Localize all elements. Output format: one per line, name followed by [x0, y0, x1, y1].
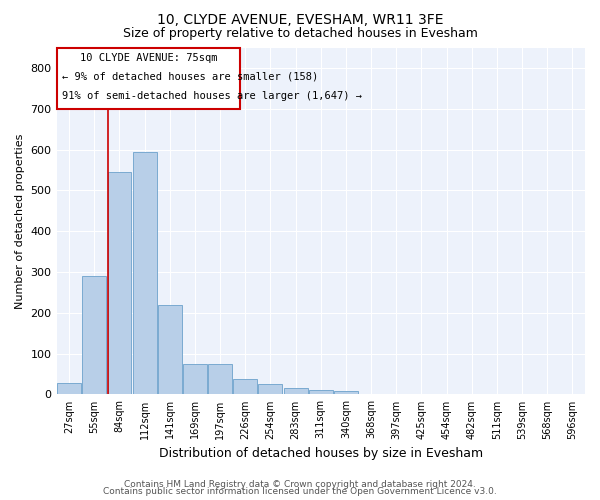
Text: ← 9% of detached houses are smaller (158): ← 9% of detached houses are smaller (158…	[62, 72, 318, 82]
Text: 10 CLYDE AVENUE: 75sqm: 10 CLYDE AVENUE: 75sqm	[80, 52, 217, 62]
Bar	[259, 384, 283, 394]
Text: 91% of semi-detached houses are larger (1,647) →: 91% of semi-detached houses are larger (…	[62, 91, 362, 101]
Bar	[158, 304, 182, 394]
Bar	[334, 391, 358, 394]
FancyBboxPatch shape	[56, 48, 240, 108]
Bar	[284, 388, 308, 394]
Bar	[233, 379, 257, 394]
Text: Contains HM Land Registry data © Crown copyright and database right 2024.: Contains HM Land Registry data © Crown c…	[124, 480, 476, 489]
Text: Size of property relative to detached houses in Evesham: Size of property relative to detached ho…	[122, 28, 478, 40]
Y-axis label: Number of detached properties: Number of detached properties	[15, 134, 25, 308]
Text: Contains public sector information licensed under the Open Government Licence v3: Contains public sector information licen…	[103, 487, 497, 496]
Bar	[133, 152, 157, 394]
X-axis label: Distribution of detached houses by size in Evesham: Distribution of detached houses by size …	[159, 447, 483, 460]
Bar	[82, 276, 106, 394]
Bar	[57, 383, 81, 394]
Text: 10, CLYDE AVENUE, EVESHAM, WR11 3FE: 10, CLYDE AVENUE, EVESHAM, WR11 3FE	[157, 12, 443, 26]
Bar	[309, 390, 333, 394]
Bar	[183, 364, 207, 394]
Bar	[208, 364, 232, 394]
Bar	[107, 172, 131, 394]
